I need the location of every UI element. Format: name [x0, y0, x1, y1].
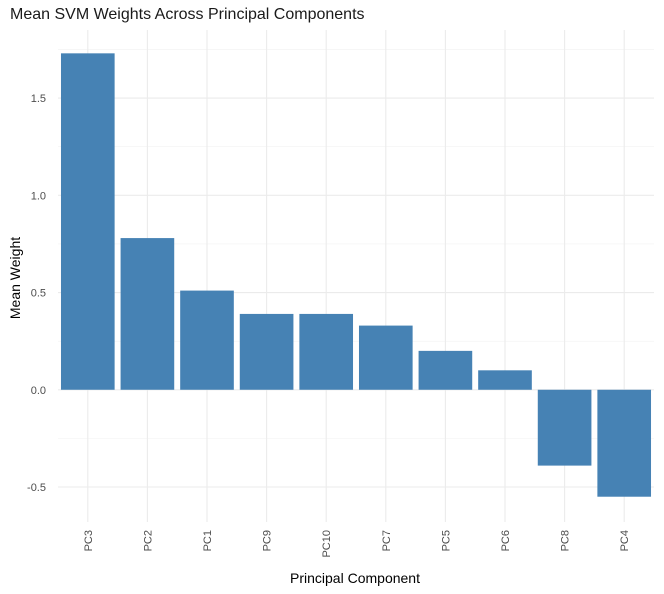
x-tick-label: PC4 — [619, 530, 631, 551]
x-tick-label: PC9 — [262, 530, 274, 551]
bar-pc6 — [478, 370, 532, 390]
x-axis-ticks: PC3 PC2 PC1 PC9 PC10 PC7 PC5 PC6 PC8 PC4 — [83, 530, 631, 558]
y-tick-label: 1.0 — [31, 190, 46, 202]
y-tick-label: 0.0 — [31, 385, 46, 397]
y-tick-label: 0.5 — [31, 288, 46, 300]
bar-pc10 — [299, 313, 354, 390]
bar-pc4 — [597, 389, 652, 497]
bar-pc3 — [60, 53, 115, 390]
bar-pc9 — [239, 313, 294, 390]
bars — [60, 53, 652, 497]
bar-pc1 — [180, 290, 234, 390]
major-gridlines — [58, 30, 654, 522]
bar-pc7 — [358, 325, 413, 390]
bar-pc5 — [418, 350, 473, 390]
chart-title: Mean SVM Weights Across Principal Compon… — [10, 6, 365, 23]
x-tick-label: PC10 — [321, 530, 333, 558]
x-tick-label: PC7 — [381, 530, 393, 551]
y-axis-title: Mean Weight — [7, 237, 23, 319]
x-tick-label: PC8 — [560, 530, 572, 551]
bar-pc8 — [537, 389, 592, 466]
x-tick-label: PC1 — [202, 530, 214, 551]
x-tick-label: PC5 — [440, 530, 452, 551]
y-tick-label: -0.5 — [27, 482, 46, 494]
x-axis-title: Principal Component — [290, 570, 420, 586]
y-axis-ticks: -0.5 0.0 0.5 1.0 1.5 — [27, 93, 46, 494]
x-tick-label: PC2 — [142, 530, 154, 551]
x-tick-label: PC6 — [500, 530, 512, 551]
y-tick-label: 1.5 — [31, 93, 46, 105]
x-tick-label: PC3 — [83, 530, 95, 551]
bar-pc2 — [120, 238, 175, 390]
